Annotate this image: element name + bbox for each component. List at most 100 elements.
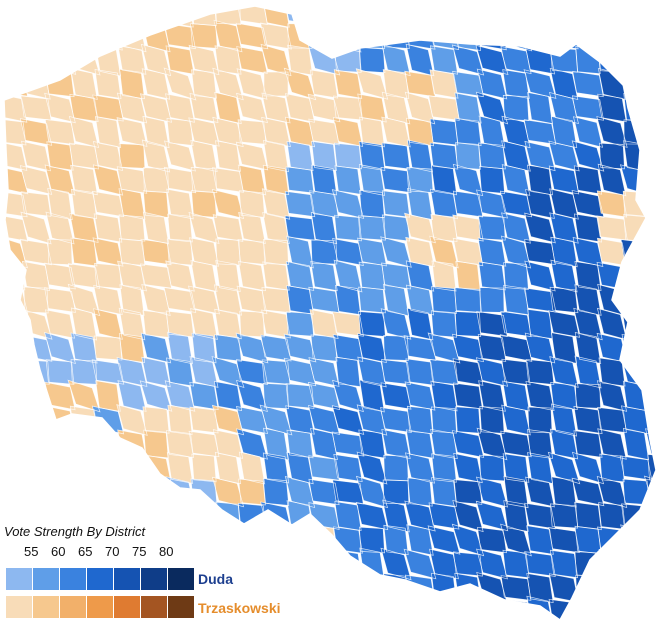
- district-region: [575, 575, 601, 601]
- district-region: [238, 212, 266, 244]
- district-border: [500, 430, 532, 458]
- district-region: [285, 215, 315, 241]
- district-border: [427, 332, 461, 364]
- district-region: [335, 285, 361, 315]
- district-region: [117, 166, 147, 194]
- district-region: [477, 69, 507, 99]
- district-region: [359, 380, 385, 412]
- district-border: [188, 211, 220, 245]
- district-region: [95, 452, 121, 484]
- district-region: [93, 285, 123, 315]
- district-border: [43, 45, 77, 75]
- district-region: [430, 118, 458, 146]
- district-region: [119, 308, 145, 340]
- district-region: [548, 310, 580, 338]
- district-region: [405, 358, 435, 386]
- district-border: [334, 165, 362, 195]
- district-region: [572, 71, 604, 97]
- legend-tick: 70: [105, 544, 120, 559]
- district-border: [406, 6, 434, 28]
- district-region: [71, 238, 97, 266]
- district-border: [263, 238, 289, 266]
- district-border: [236, 46, 268, 74]
- district-border: [211, 356, 245, 388]
- district-region: [287, 45, 313, 75]
- district-border: [597, 572, 627, 604]
- district-region: [524, 503, 556, 529]
- district-region: [596, 116, 628, 148]
- district-region: [646, 550, 656, 578]
- district-border: [573, 430, 603, 458]
- district-border: [236, 92, 268, 124]
- district-region: [309, 309, 339, 339]
- district-region: [142, 140, 170, 172]
- district-region: [71, 22, 97, 50]
- district-border: [118, 214, 146, 242]
- district-border: [525, 359, 555, 385]
- district-border: [235, 22, 269, 50]
- district-region: [44, 93, 76, 123]
- district-region: [524, 287, 556, 313]
- district-border: [475, 357, 509, 387]
- district-region: [285, 117, 315, 147]
- district-border: [404, 212, 436, 244]
- district-region: [4, 476, 26, 508]
- district-border: [501, 140, 531, 172]
- district-region: [646, 284, 656, 316]
- district-region: [524, 119, 556, 145]
- district-region: [404, 501, 436, 531]
- district-border: [380, 407, 412, 433]
- district-border: [215, 140, 241, 172]
- district-border: [117, 260, 147, 292]
- district-border: [214, 334, 242, 362]
- district-region: [309, 6, 339, 25]
- district-border: [189, 381, 219, 411]
- district-region: [431, 6, 457, 25]
- district-border: [91, 359, 125, 385]
- district-region: [503, 262, 529, 290]
- district-region: [165, 260, 195, 292]
- district-region: [407, 308, 433, 340]
- district-border: [451, 44, 485, 76]
- district-border: [427, 525, 461, 555]
- district-region: [527, 92, 553, 124]
- district-region: [92, 359, 124, 385]
- district-border: [92, 476, 124, 508]
- district-region: [381, 117, 411, 147]
- district-region: [476, 477, 508, 507]
- district-region: [359, 527, 385, 553]
- district-border: [93, 21, 123, 51]
- district-border: [4, 331, 27, 365]
- district-border: [333, 573, 363, 603]
- district-border: [261, 309, 291, 339]
- district-region: [575, 383, 601, 409]
- district-region: [308, 94, 340, 122]
- district-region: [4, 452, 28, 484]
- district-region: [405, 237, 435, 267]
- district-border: [139, 93, 173, 123]
- district-border: [141, 284, 171, 316]
- district-region: [478, 215, 506, 241]
- district-region: [260, 335, 292, 361]
- district-border: [45, 6, 75, 29]
- legend-tick: 80: [159, 544, 174, 559]
- district-border: [332, 334, 364, 362]
- district-border: [310, 239, 338, 265]
- district-border: [43, 429, 77, 459]
- district-border: [20, 211, 52, 245]
- district-region: [93, 477, 123, 507]
- district-region: [551, 116, 577, 148]
- district-border: [68, 455, 100, 481]
- district-border: [501, 404, 531, 436]
- district-region: [118, 188, 146, 220]
- district-region: [189, 356, 219, 388]
- district-region: [454, 92, 482, 124]
- district-region: [646, 189, 656, 219]
- district-border: [501, 164, 531, 196]
- district-border: [260, 334, 292, 362]
- district-border: [238, 451, 266, 485]
- district-region: [623, 598, 649, 620]
- district-region: [621, 405, 651, 435]
- district-border: [165, 310, 195, 338]
